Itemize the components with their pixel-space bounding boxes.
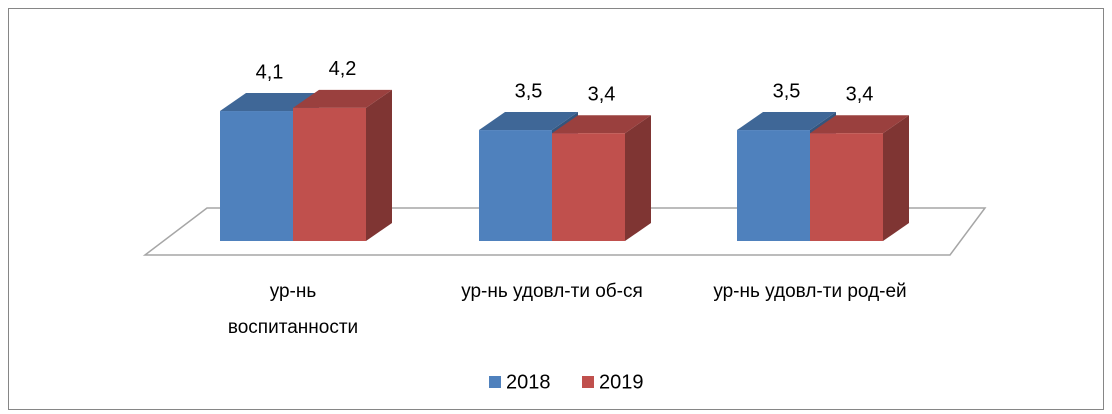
bar-side <box>366 89 392 241</box>
bar-front <box>552 133 625 241</box>
legend-label: 2018 <box>506 371 551 393</box>
bar-front <box>220 111 293 241</box>
data-label: 4,2 <box>329 58 357 80</box>
bar-top <box>737 112 836 131</box>
legend-label: 2019 <box>599 371 644 393</box>
bar-top <box>479 112 578 131</box>
bar-front <box>810 133 883 241</box>
category-label-box: ур-нь удовл-ти род-ей <box>713 281 907 302</box>
legend-swatch <box>489 376 501 388</box>
data-label: 4,1 <box>256 61 284 83</box>
data-label: 3,5 <box>773 80 801 102</box>
data-label: 3,4 <box>846 84 874 106</box>
bar-front <box>479 130 552 241</box>
bar <box>552 115 651 241</box>
category-label-box: ур-нь воспитанности <box>227 281 359 338</box>
bar-front <box>293 107 366 241</box>
x-tick-label: ур-нь удовл-ти род-ей <box>713 281 907 302</box>
bar-top <box>810 115 909 134</box>
x-tick-label: ур-нь удовл-ти об-ся <box>461 281 643 302</box>
bar-top <box>552 115 651 134</box>
category-label-box: ур-нь удовл-ти об-ся <box>461 281 643 302</box>
x-tick-label: ур-нь воспитанности <box>227 281 359 338</box>
bar-top <box>293 89 392 108</box>
data-label: 3,4 <box>588 84 616 106</box>
data-label: 3,5 <box>515 80 543 102</box>
bar-top <box>220 93 319 112</box>
legend-swatch <box>582 376 594 388</box>
bar <box>293 89 392 241</box>
bar-side <box>625 115 651 241</box>
bar-front <box>737 130 810 241</box>
bar-side <box>883 115 909 241</box>
bar <box>810 115 909 241</box>
